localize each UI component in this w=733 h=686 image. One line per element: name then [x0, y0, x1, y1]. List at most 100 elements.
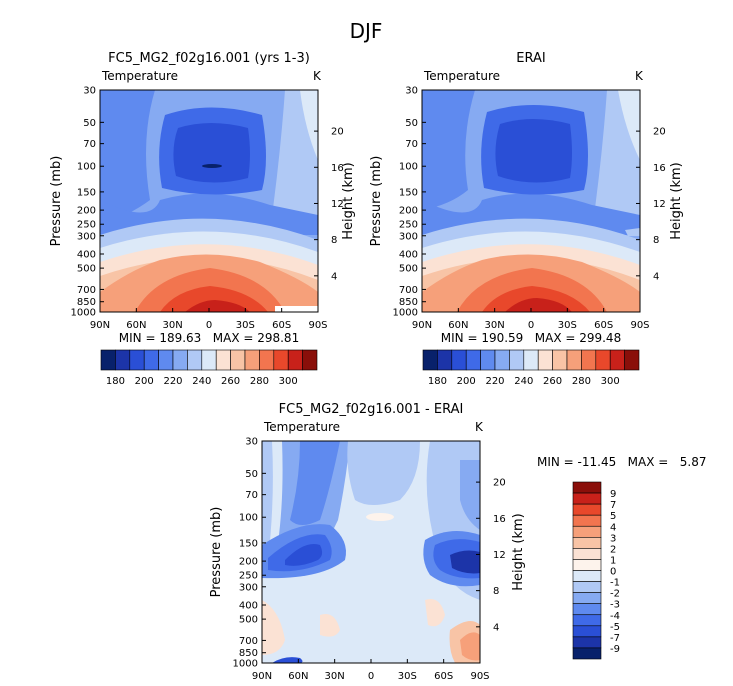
- pressure-tick-label: 200: [239, 557, 258, 568]
- latitude-tick-label: 30N: [163, 320, 183, 331]
- colorbar-label: 260: [543, 376, 562, 387]
- pressure-tick-label: 70: [83, 139, 96, 150]
- latitude-tick-label: 90N: [90, 320, 110, 331]
- colorbar-label: -7: [610, 633, 620, 644]
- ylabel-pressure: Pressure (mb): [49, 156, 64, 247]
- ylabel-height: Height (km): [511, 513, 526, 590]
- colorbar-swatch: [437, 349, 453, 371]
- colorbar-swatch: [451, 349, 467, 371]
- pressure-tick-label: 70: [245, 490, 258, 501]
- band-northpole-deep: [100, 90, 155, 225]
- latitude-tick-label: 30S: [398, 671, 417, 682]
- band-core-min: [202, 164, 222, 168]
- latitude-tick-label: 60N: [126, 320, 146, 331]
- band-290: [160, 286, 268, 312]
- colorbar-label: 200: [135, 376, 154, 387]
- latitude-tick-label: 60N: [288, 671, 308, 682]
- colorbar-swatch: [129, 349, 145, 371]
- height-tick-label: 12: [331, 199, 344, 210]
- pressure-tick-label: 500: [399, 264, 418, 275]
- colorbar-swatch: [572, 525, 602, 538]
- pressure-tick-label: 150: [77, 187, 96, 198]
- colorbar-label: 0: [610, 567, 616, 578]
- colorbar-swatch: [143, 349, 159, 371]
- pressure-tick-label: 150: [239, 538, 258, 549]
- pressure-tick-label: 300: [399, 231, 418, 242]
- colorbar-swatch: [273, 349, 289, 371]
- panel-difference: FC5_MG2_f02g16.001 - ERAI Temperature K: [209, 402, 707, 682]
- pressure-tick-label: 500: [239, 615, 258, 626]
- colorbar-swatch: [572, 537, 602, 549]
- pressure-tick-label: 250: [77, 220, 96, 231]
- band-northpole-deep: [422, 90, 475, 210]
- height-tick-label: 20: [653, 127, 666, 138]
- panel-model: FC5_MG2_f02g16.001 (yrs 1-3) Temperature…: [49, 51, 356, 387]
- figure-title: DJF: [350, 19, 383, 43]
- panel-units: K: [475, 420, 484, 434]
- colorbar-swatch: [572, 625, 602, 638]
- pressure-tick-label: 70: [405, 139, 418, 150]
- pressure-tick-label: 700: [239, 636, 258, 647]
- colorbar-swatch: [172, 349, 188, 371]
- height-tick-label: 20: [331, 127, 344, 138]
- pressure-tick-label: 100: [239, 513, 258, 524]
- colorbar-swatch: [572, 503, 602, 516]
- band-core-inner: [173, 123, 250, 183]
- minmax-text: MIN = 190.59 MAX = 299.48: [441, 331, 621, 345]
- panel-erai: ERAI Temperature K 305070100150200250300…: [369, 51, 684, 387]
- masked-surface: [275, 306, 318, 312]
- latitude-tick-label: 30N: [485, 320, 505, 331]
- colorbar-swatch: [572, 647, 602, 660]
- colorbar-label: 300: [279, 376, 298, 387]
- pressure-tick-label: 850: [239, 648, 258, 659]
- colorbar-swatch: [302, 349, 318, 371]
- colorbar-swatch: [595, 349, 611, 371]
- pressure-tick-label: 100: [77, 162, 96, 173]
- band-plus-center-surface: [320, 614, 340, 637]
- pressure-tick-label: 400: [239, 600, 258, 611]
- latitude-tick-label: 90S: [308, 320, 327, 331]
- latitude-tick-label: 0: [528, 320, 534, 331]
- latitude-axis: 90N 60N 30N 0 30S 60S 90S: [412, 308, 650, 331]
- pressure-tick-label: 300: [77, 231, 96, 242]
- pressure-tick-label: 200: [399, 206, 418, 217]
- ylabel-height: Height (km): [341, 162, 356, 239]
- colorbar-swatch: [572, 581, 602, 593]
- temperature-field: [422, 90, 640, 312]
- colorbar-swatch: [215, 349, 231, 371]
- band-minus2-middle: [347, 441, 420, 505]
- colorbar-label: 2: [610, 544, 616, 555]
- colorbar-swatch: [572, 559, 602, 571]
- pressure-tick-label: 30: [245, 437, 258, 448]
- colorbar-swatch: [158, 349, 174, 371]
- height-tick-label: 16: [331, 163, 344, 174]
- colorbar-label: 240: [192, 376, 211, 387]
- colorbar-swatch: [115, 349, 131, 371]
- height-tick-label: 8: [653, 235, 659, 246]
- difference-field: [262, 441, 480, 663]
- pressure-tick-label: 400: [77, 249, 96, 260]
- pressure-tick-label: 500: [77, 264, 96, 275]
- colorbar-label: 260: [221, 376, 240, 387]
- height-axis: 20 16 12 8 4: [636, 127, 666, 282]
- pressure-tick-label: 100: [399, 162, 418, 173]
- latitude-tick-label: 90N: [412, 320, 432, 331]
- band-300: [185, 300, 250, 312]
- colorbar-erai: 180 200 220 240 260 280 300: [422, 349, 640, 387]
- panel-title: ERAI: [516, 51, 545, 66]
- latitude-tick-label: 30N: [325, 671, 345, 682]
- colorbar-swatch: [287, 349, 303, 371]
- height-tick-label: 12: [493, 550, 506, 561]
- minmax-text: MIN = 189.63 MAX = 298.81: [119, 331, 299, 345]
- latitude-tick-label: 30S: [558, 320, 577, 331]
- panel-title: FC5_MG2_f02g16.001 (yrs 1-3): [108, 51, 310, 66]
- colorbar-label: 5: [610, 511, 616, 522]
- latitude-tick-label: 60N: [448, 320, 468, 331]
- height-tick-label: 4: [653, 271, 659, 282]
- latitude-tick-label: 60S: [434, 671, 453, 682]
- colorbar-swatch: [509, 349, 525, 371]
- colorbar-swatch: [537, 349, 553, 371]
